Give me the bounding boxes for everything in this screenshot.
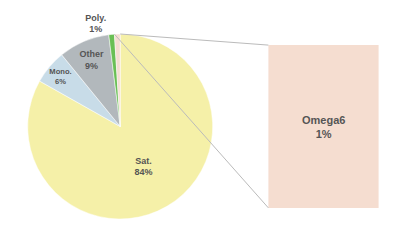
svg-text:Sat.84%: Sat.84% xyxy=(135,156,153,178)
svg-text:Mono.6%: Mono.6% xyxy=(49,67,71,86)
svg-text:Poly.1%: Poly.1% xyxy=(85,13,106,35)
svg-text:Other9%: Other9% xyxy=(79,49,104,71)
svg-text:Omega61%: Omega61% xyxy=(302,114,345,140)
